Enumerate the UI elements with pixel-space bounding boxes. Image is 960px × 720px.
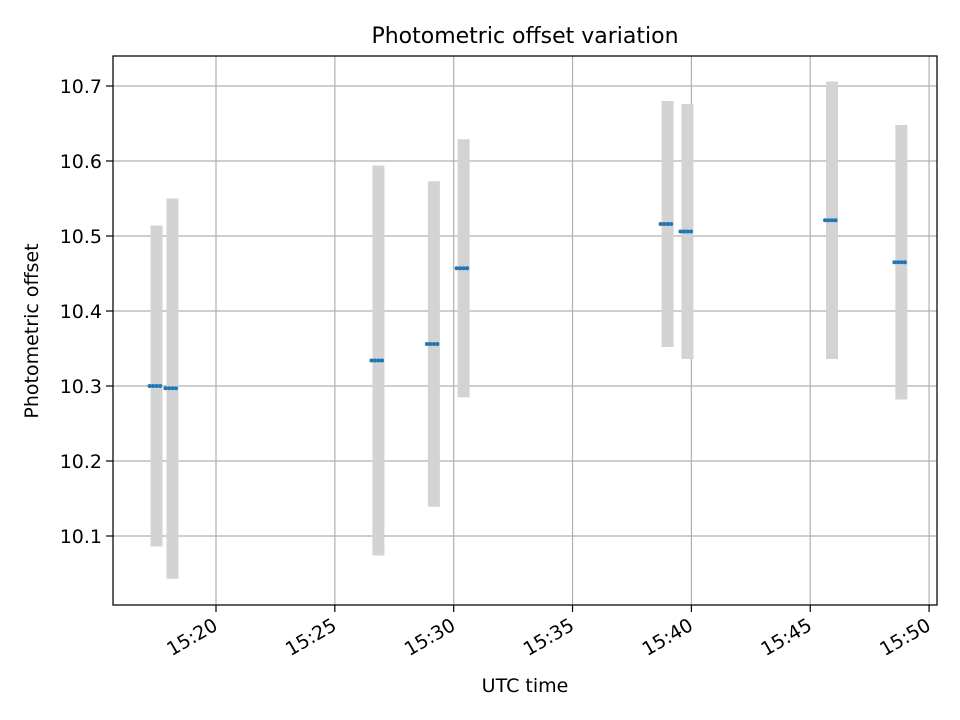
y-axis: 10.1 10.2 10.3 10.4 10.5 10.6 10.7 bbox=[60, 76, 113, 548]
y-tick-label: 10.4 bbox=[60, 301, 102, 323]
y-axis-label: Photometric offset bbox=[21, 243, 43, 418]
y-tick-label: 10.3 bbox=[60, 376, 102, 398]
y-tick-label: 10.5 bbox=[60, 226, 102, 248]
y-tick-label: 10.6 bbox=[60, 151, 102, 173]
y-tick-label: 10.7 bbox=[60, 76, 102, 98]
y-tick-label: 10.2 bbox=[60, 451, 102, 473]
chart-title: Photometric offset variation bbox=[371, 24, 678, 49]
data-points bbox=[147, 218, 911, 391]
x-axis-label: UTC time bbox=[482, 675, 569, 697]
y-tick-label: 10.1 bbox=[60, 526, 102, 548]
plot-frame bbox=[112, 55, 938, 606]
